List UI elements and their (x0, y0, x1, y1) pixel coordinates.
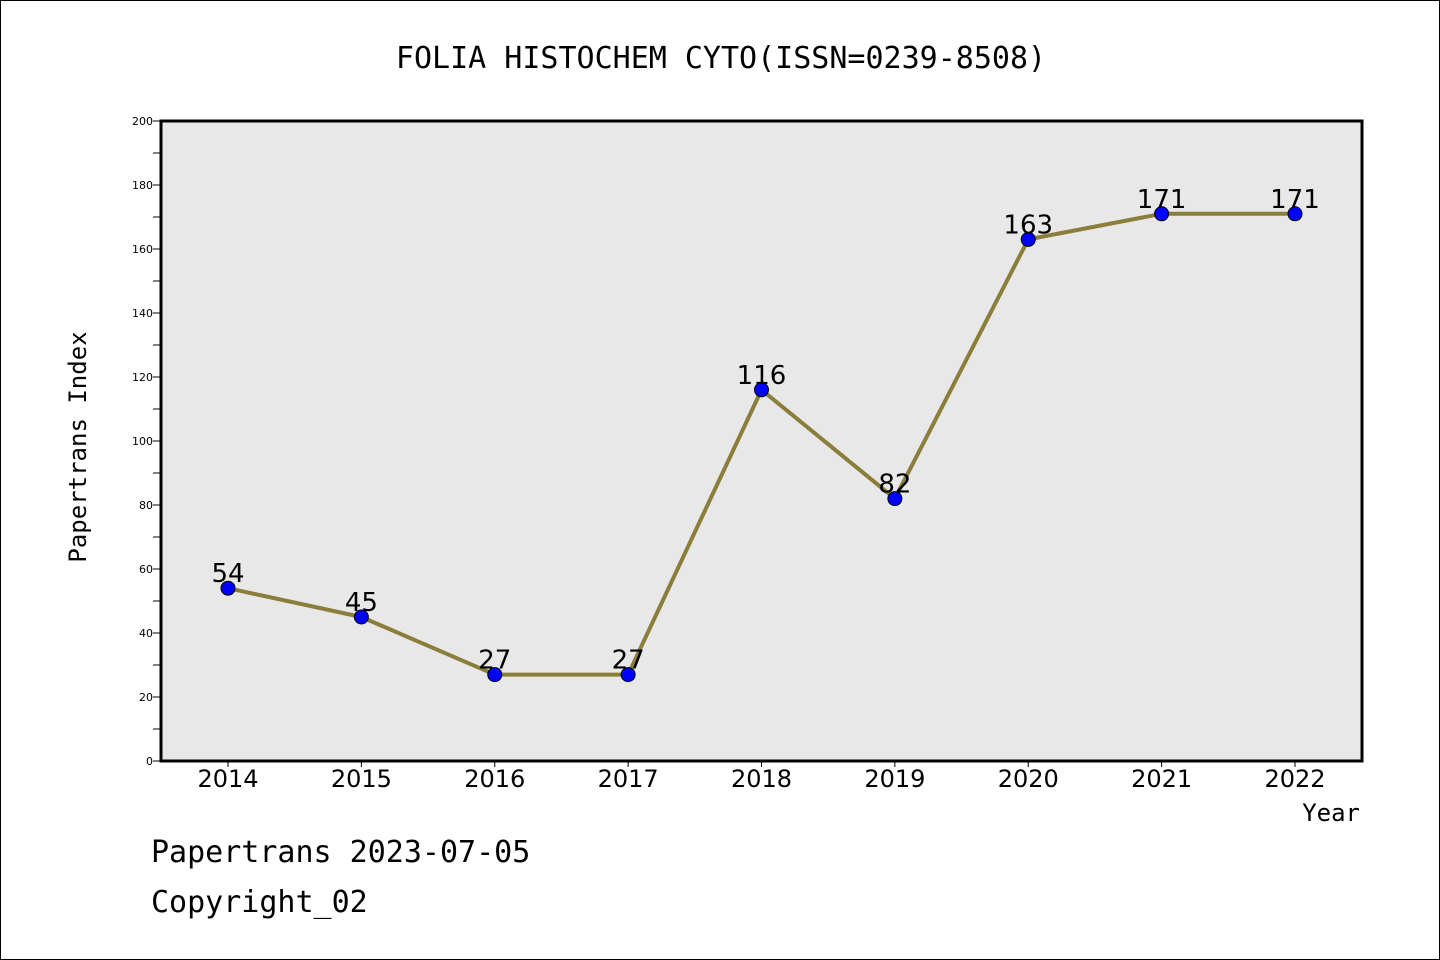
x-tick-label: 2017 (598, 765, 659, 793)
y-tick-label: 100 (132, 435, 153, 448)
y-tick-label: 80 (139, 499, 153, 512)
data-label: 163 (1003, 210, 1053, 240)
y-tick-label: 0 (146, 755, 153, 768)
data-point (1020, 231, 1036, 247)
x-tick-label: 2014 (197, 765, 258, 793)
x-tick-label: 2015 (331, 765, 392, 793)
data-point (487, 667, 503, 683)
data-label: 27 (612, 646, 645, 676)
footer-date: Papertrans 2023-07-05 (151, 835, 531, 870)
y-axis-label: Papertrans Index (64, 331, 92, 562)
data-point (887, 491, 903, 507)
data-label: 82 (878, 470, 911, 500)
data-label: 45 (345, 588, 378, 618)
y-tick-label: 60 (139, 563, 153, 576)
chart-title: FOLIA HISTOCHEM CYTO(ISSN=0239-8508) (396, 41, 1046, 76)
x-tick-label: 2018 (731, 765, 792, 793)
data-label: 171 (1270, 185, 1320, 215)
x-tick-label: 2016 (464, 765, 525, 793)
data-point (620, 667, 636, 683)
data-point (754, 382, 769, 398)
series-layer: 54 45 27 27 116 82 163 171 171 (211, 185, 1320, 683)
footer-copyright: Copyright_02 (151, 885, 368, 920)
data-point (220, 580, 236, 596)
data-label: 116 (737, 361, 787, 391)
data-label: 171 (1137, 185, 1187, 215)
y-tick-label: 180 (132, 179, 153, 192)
x-axis-label: Year (1302, 799, 1360, 827)
y-tick-label: 40 (139, 627, 153, 640)
y-axis: 0 20 40 60 80 100 120 140 160 180 200 (132, 115, 161, 768)
y-tick-label: 20 (139, 691, 153, 704)
x-tick-label: 2022 (1264, 765, 1325, 793)
x-tick-label: 2021 (1131, 765, 1192, 793)
data-point (353, 609, 369, 625)
plot-area (161, 121, 1362, 761)
y-tick-label: 140 (132, 307, 153, 320)
data-label: 27 (478, 646, 511, 676)
x-tick-label: 2019 (864, 765, 925, 793)
data-point (1154, 206, 1170, 222)
data-point (1287, 206, 1303, 222)
plot-frame (159, 119, 1364, 763)
x-tick-label: 2020 (998, 765, 1059, 793)
data-label: 54 (211, 559, 244, 589)
y-tick-label: 120 (132, 371, 153, 384)
y-tick-label: 200 (132, 115, 153, 128)
y-tick-label: 160 (132, 243, 153, 256)
x-axis: 2014 2015 2016 2017 2018 2019 2020 2021 2022 (197, 761, 1326, 793)
